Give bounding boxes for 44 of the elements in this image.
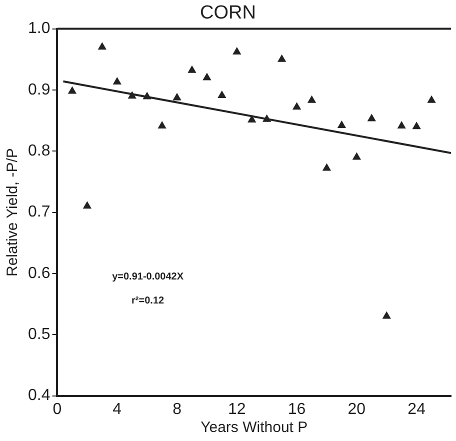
point xyxy=(83,202,92,209)
point xyxy=(382,312,391,319)
x-tick-label: 12 xyxy=(228,400,246,418)
point xyxy=(158,122,166,129)
point xyxy=(202,73,211,80)
x-tick-label: 0 xyxy=(52,400,62,418)
x-tick-label: 8 xyxy=(172,400,182,418)
annotation: r²=0.12 xyxy=(132,295,165,306)
point xyxy=(398,122,406,129)
y-tick-label: 0.9 xyxy=(28,81,50,98)
point xyxy=(428,96,436,103)
point xyxy=(352,152,361,160)
point xyxy=(143,92,152,100)
point xyxy=(173,93,181,100)
x-tick-label: 4 xyxy=(112,400,122,418)
y-tick-label: 1.0 xyxy=(28,20,50,38)
point xyxy=(308,96,316,103)
chart-title: CORN xyxy=(200,2,256,24)
point xyxy=(128,92,136,99)
x-tick-label: 20 xyxy=(348,400,366,418)
point xyxy=(68,86,76,94)
point xyxy=(248,115,256,122)
x-tick-label: 24 xyxy=(408,400,426,418)
x-tick-label: 16 xyxy=(288,400,306,418)
point xyxy=(262,114,271,122)
y-tick-label: 0.6 xyxy=(28,264,50,282)
y-axis-title: Relative Yield, -P/P xyxy=(4,148,22,277)
x-axis-title: Years Without P xyxy=(200,419,308,436)
point xyxy=(338,120,346,128)
annotation: y=0.91-0.0042X xyxy=(112,271,184,282)
point xyxy=(232,48,241,55)
point xyxy=(218,90,226,98)
y-tick-label: 0.4 xyxy=(28,387,50,404)
point xyxy=(188,66,196,73)
y-tick-label: 0.7 xyxy=(28,204,50,221)
point xyxy=(412,122,421,130)
point xyxy=(98,42,106,50)
point xyxy=(368,114,376,122)
point xyxy=(322,164,331,171)
point xyxy=(292,102,301,110)
point xyxy=(113,78,122,85)
y-tick-label: 0.8 xyxy=(28,142,50,160)
y-tick-label: 0.5 xyxy=(28,326,50,344)
point xyxy=(278,54,286,62)
